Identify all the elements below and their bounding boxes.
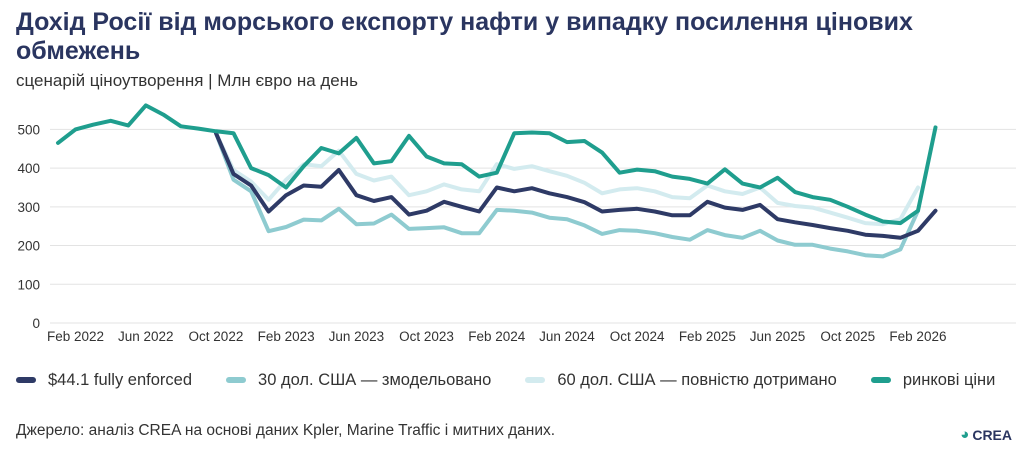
legend-swatch (870, 377, 891, 383)
x-axis: Feb 2022 Jun 2022 Oct 2022 Feb 2023 Jun 2023… (47, 329, 946, 344)
series-line-0[interactable] (214, 131, 938, 240)
y-tick-label: 0 (32, 316, 40, 331)
legend-item-30-usd-modelled[interactable]: 30 дол. США — змодельовано (226, 371, 491, 390)
x-tick-label: Oct 2024 (610, 329, 665, 344)
legend-swatch (525, 377, 546, 383)
y-tick-label: 200 (17, 239, 40, 254)
x-tick-label: Feb 2023 (258, 329, 315, 344)
series-line-2[interactable] (214, 131, 920, 227)
grid-lines (50, 128, 1016, 324)
line-chart: 0 100 200 300 400 500 Feb 2022 Jun 2022 Oct 202… (17, 103, 1016, 344)
legend-item-market-prices[interactable]: ринкові ціни (870, 370, 996, 390)
series-line-1[interactable] (214, 131, 920, 259)
legend-label: ринкові ціни (902, 370, 996, 389)
x-tick-label: Feb 2022 (47, 329, 104, 344)
legend: $44.1 fully enforced 30 дол. США — змоде… (16, 366, 1016, 394)
crea-logo-icon: ◕ (960, 426, 970, 443)
legend-swatch (226, 377, 247, 383)
y-tick-label: 500 (17, 122, 40, 137)
y-tick-label: 300 (17, 200, 40, 215)
y-tick-label: 400 (17, 161, 40, 176)
x-tick-label: Feb 2026 (889, 329, 946, 344)
y-axis: 0 100 200 300 400 500 (17, 122, 40, 331)
legend-swatch (16, 377, 36, 383)
x-tick-label: Jun 2024 (539, 329, 595, 344)
x-tick-label: Oct 2025 (820, 329, 875, 344)
x-tick-label: Feb 2025 (679, 329, 736, 344)
legend-item-60-usd-enforced[interactable]: 60 дол. США — повністю дотримано (525, 371, 837, 390)
legend-item-44-1-fully-enforced[interactable]: $44.1 fully enforced (16, 371, 192, 390)
chart-subtitle: сценарій ціноутворення | Млн євро на ден… (16, 71, 359, 90)
legend-label: $44.1 fully enforced (48, 370, 193, 389)
x-tick-label: Jun 2022 (118, 329, 174, 344)
x-tick-label: Oct 2023 (399, 329, 454, 344)
series-lines (56, 103, 938, 259)
x-tick-label: Oct 2022 (189, 329, 244, 344)
legend-label: 30 дол. США — змодельовано (258, 370, 492, 389)
legend-label: 60 дол. США — повністю дотримано (557, 370, 837, 389)
series-line-3[interactable] (56, 103, 938, 226)
x-tick-label: Feb 2024 (468, 329, 526, 344)
x-tick-label: Jun 2023 (329, 329, 385, 344)
x-tick-label: Jun 2025 (750, 329, 806, 344)
chart-title: Дохід Росії від морського експорту нафти… (16, 8, 913, 65)
crea-logo-text: CREA (972, 426, 1012, 443)
crea-logo[interactable]: ◕ CREA (960, 426, 1012, 443)
y-tick-label: 100 (17, 277, 40, 292)
source-note: Джерело: аналіз CREA на основі даних Kpl… (16, 422, 556, 439)
